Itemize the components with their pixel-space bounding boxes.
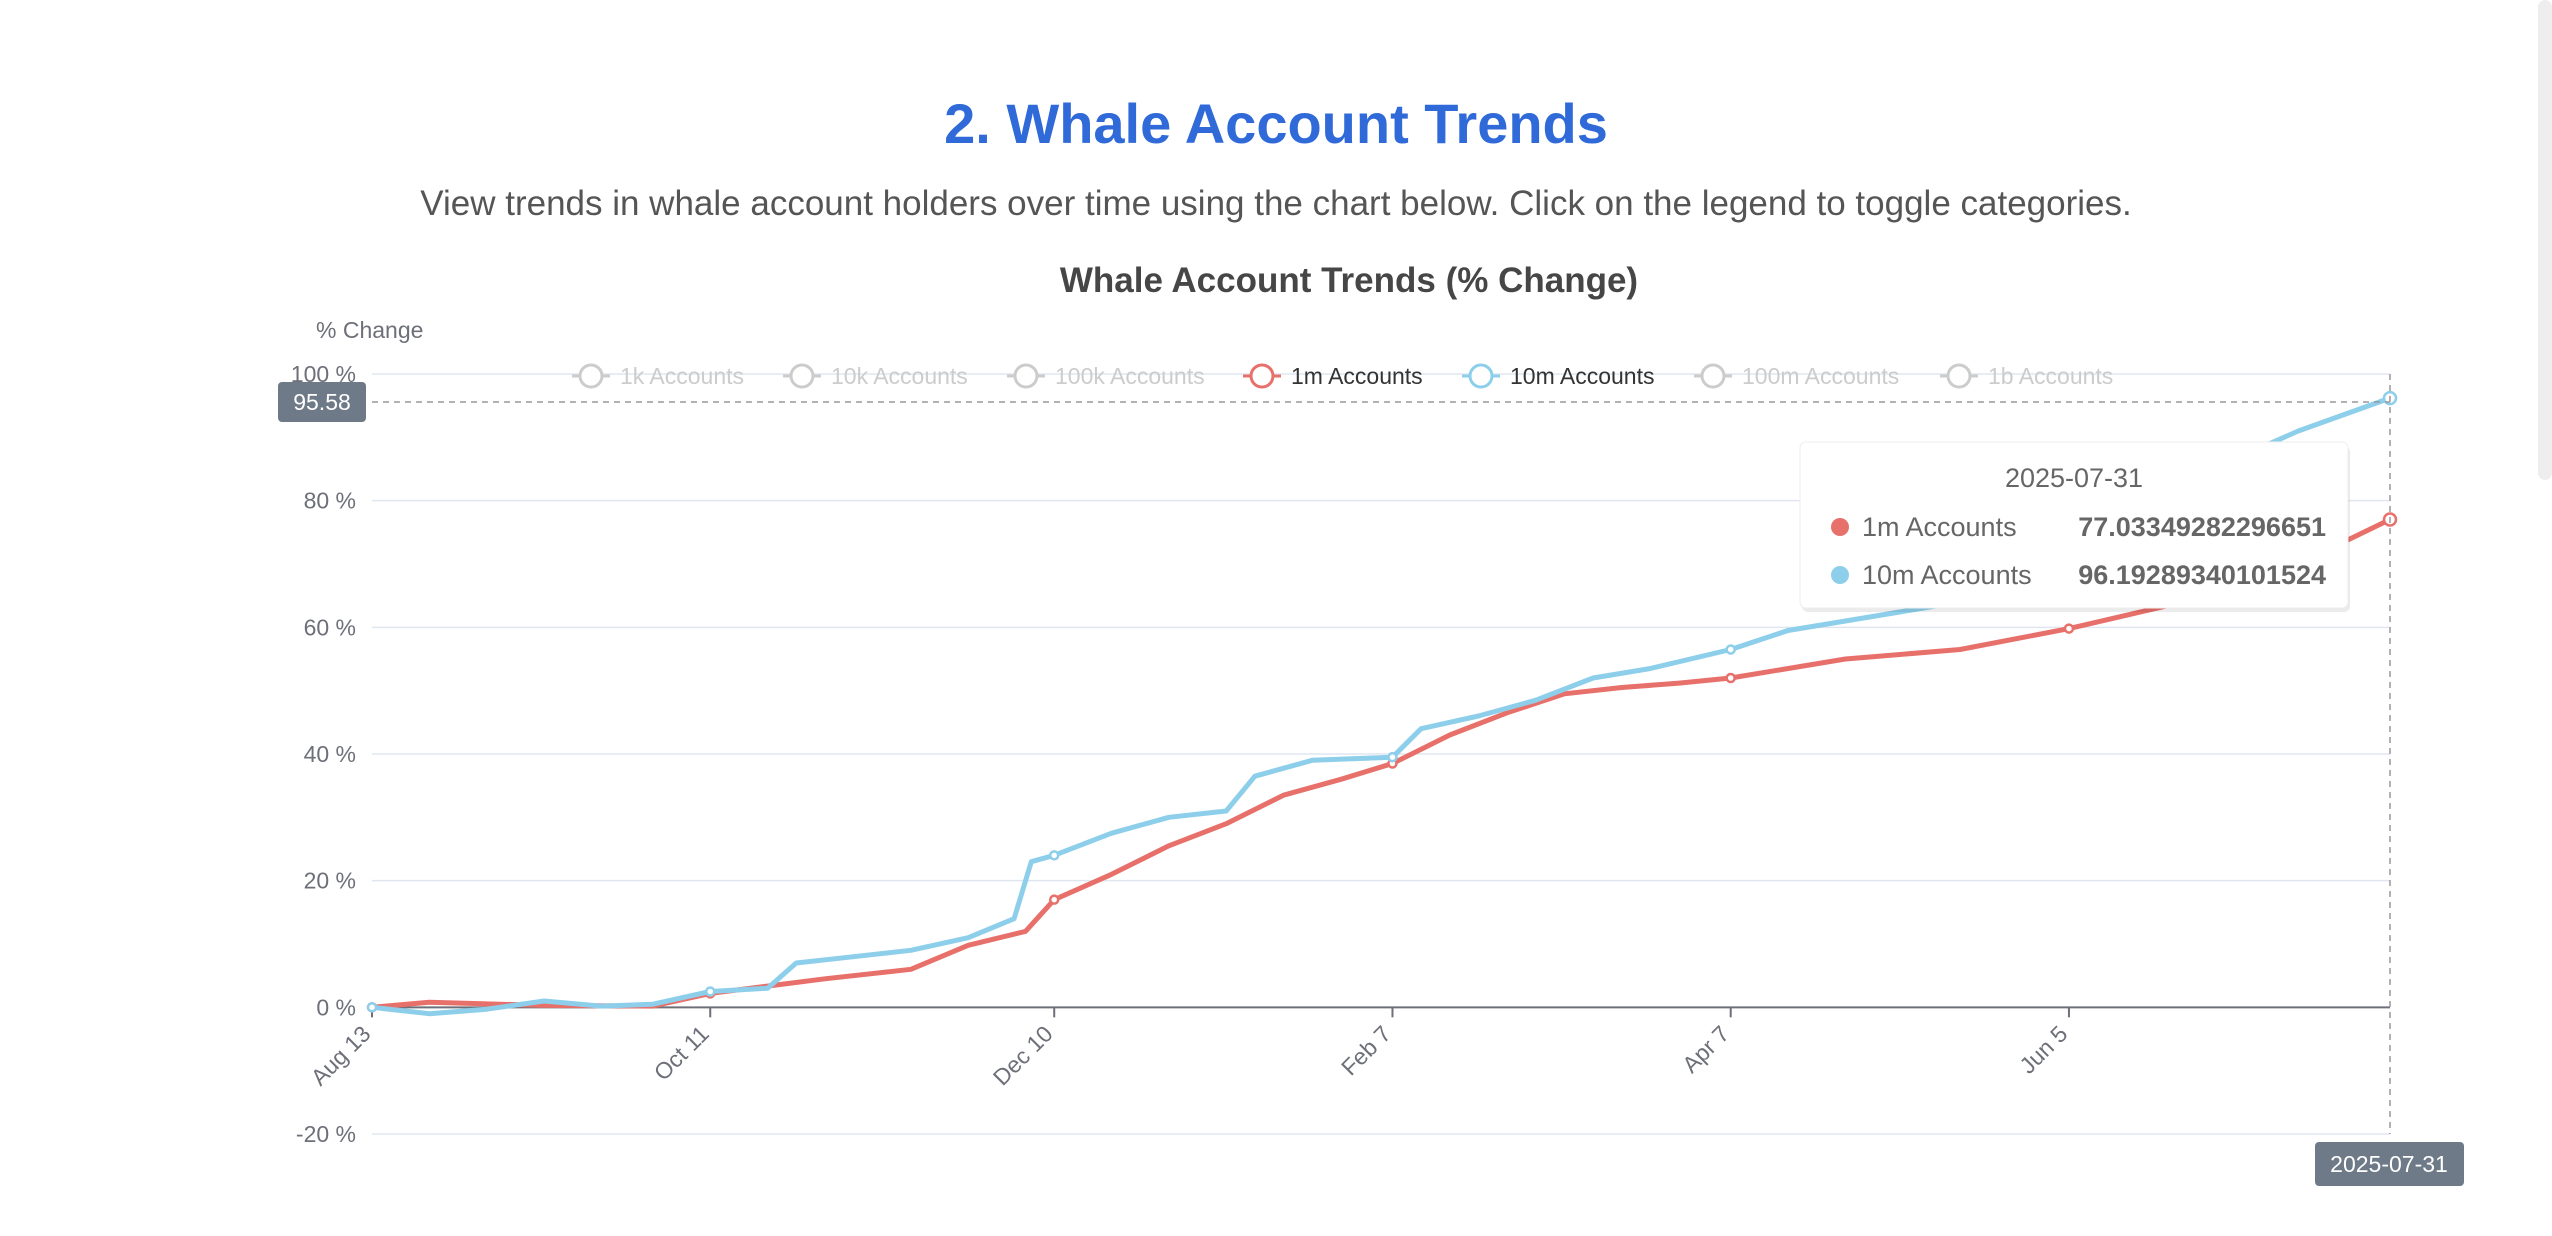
page-subtitle: View trends in whale account holders ove… (420, 184, 2132, 223)
legend-circle-icon (578, 363, 604, 389)
tooltip-box (1799, 441, 2349, 609)
page-title: 2. Whale Account Trends (944, 92, 1608, 155)
legend-label: 100k Accounts (1055, 363, 1205, 389)
tooltip-series-name: 1m Accounts (1862, 512, 2017, 542)
y-axis-title: % Change (316, 317, 423, 343)
tooltip: 2025-07-31 1m Accounts 77.03349282296651 10… (1799, 441, 2350, 612)
legend-layer: 1k Accounts 10k Accounts 100k Accounts 1m A… (572, 363, 2113, 389)
legend-item-10m-accounts[interactable]: 10m Accounts (1462, 363, 1654, 389)
legend-item-100m-accounts[interactable]: 100m Accounts (1694, 363, 1899, 389)
data-point[interactable] (1048, 894, 1060, 905)
data-point[interactable] (1725, 672, 1736, 684)
legend-label: 100m Accounts (1742, 363, 1899, 389)
tooltip-series-value: 77.03349282296651 (2078, 512, 2326, 542)
tooltip-date: 2025-07-31 (2005, 463, 2143, 493)
x-tick-label: Oct 11 (649, 1020, 714, 1085)
tooltip-series-value: 96.19289340101524 (2078, 560, 2326, 590)
x-tick-label: Aug 13 (306, 1020, 376, 1090)
data-point[interactable] (1725, 644, 1736, 655)
axis-pointer-y-label: 95.58 (293, 389, 351, 415)
data-point[interactable] (704, 986, 716, 997)
y-tick-label: 60 % (304, 614, 356, 640)
legend-label: 10k Accounts (831, 363, 968, 389)
legend-circle-icon (1468, 363, 1494, 389)
chart-title: Whale Account Trends (% Change) (1060, 261, 1638, 300)
legend-circle-icon (1946, 363, 1972, 389)
legend-item-100k-accounts[interactable]: 100k Accounts (1007, 363, 1205, 389)
axis-pointer-x-label: 2025-07-31 (2330, 1151, 2448, 1177)
data-point[interactable] (1048, 850, 1060, 861)
legend-circle-icon (1700, 363, 1726, 389)
x-tick-label: Jun 5 (2014, 1020, 2072, 1078)
y-tick-label: 20 % (304, 868, 356, 894)
tooltip-series-name: 10m Accounts (1862, 560, 2032, 590)
legend-item-10k-accounts[interactable]: 10k Accounts (783, 363, 968, 389)
legend-circle-icon (1013, 363, 1039, 389)
y-tick-label: 80 % (304, 488, 356, 514)
page-scrollbar[interactable] (2538, 0, 2552, 480)
axis-pointer-layer: 95.58 2025-07-31 (278, 374, 2464, 1186)
legend-circle-icon (789, 363, 815, 389)
legend-item-1k-accounts[interactable]: 1k Accounts (572, 363, 744, 389)
data-point[interactable] (1387, 751, 1398, 763)
y-tick-label: 0 % (316, 994, 356, 1020)
tooltip-marker-icon (1831, 518, 1849, 536)
legend-label: 1k Accounts (620, 363, 744, 389)
legend-item-1m-accounts[interactable]: 1m Accounts (1243, 363, 1423, 389)
tooltip-layer: 2025-07-31 1m Accounts 77.03349282296651 10… (1799, 441, 2350, 612)
x-tick-label: Dec 10 (988, 1020, 1058, 1090)
y-tick-label: 40 % (304, 741, 356, 767)
data-point[interactable] (2063, 623, 2075, 634)
y-tick-label: -20 % (296, 1121, 356, 1147)
data-point[interactable] (366, 1002, 378, 1013)
legend-item-1b-accounts[interactable]: 1b Accounts (1940, 363, 2113, 389)
legend-circle-icon (1249, 363, 1275, 389)
legend-label: 1m Accounts (1291, 363, 1423, 389)
legend-label: 1b Accounts (1988, 363, 2113, 389)
legend-label: 10m Accounts (1510, 363, 1654, 389)
tooltip-marker-icon (1831, 566, 1849, 584)
x-tick-label: Apr 7 (1677, 1020, 1734, 1077)
axis-pointer-y-badge (278, 381, 366, 422)
x-tick-label: Feb 7 (1336, 1020, 1396, 1080)
axis-pointer-x-badge (2315, 1142, 2464, 1186)
